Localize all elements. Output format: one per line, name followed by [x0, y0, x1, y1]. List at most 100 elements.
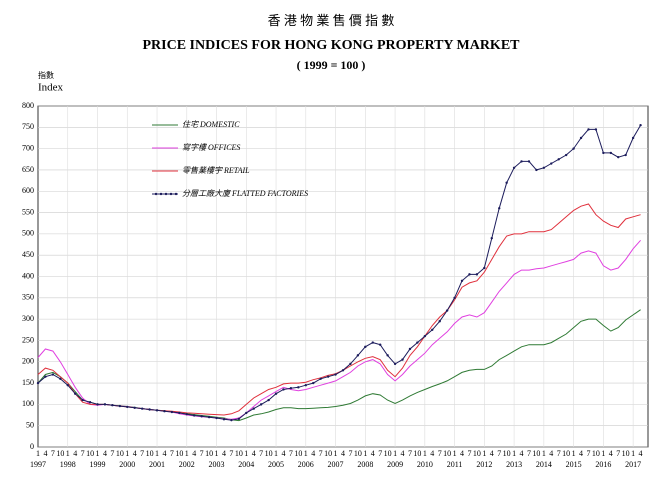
x-tick-label: 7	[467, 449, 471, 458]
legend-label: 住宅 DOMESTIC	[182, 120, 240, 129]
x-tick-label: 4	[73, 449, 77, 458]
x-tick-label: 4	[162, 449, 166, 458]
x-tick-label: 7	[527, 449, 531, 458]
x-year-label: 2005	[268, 460, 284, 469]
x-tick-label: 7	[81, 449, 85, 458]
legend-marker	[169, 192, 173, 196]
x-tick-label: 10	[294, 449, 302, 458]
series-marker	[498, 207, 501, 210]
series-marker	[617, 155, 620, 159]
x-tick-label: 1	[423, 449, 427, 458]
series-marker	[81, 398, 84, 402]
series-marker	[564, 153, 568, 157]
x-year-label: 1999	[90, 460, 106, 469]
y-tick-label: 350	[22, 293, 34, 302]
y-tick-label: 300	[22, 314, 34, 323]
x-tick-label: 10	[503, 449, 511, 458]
x-year-label: 1998	[60, 460, 76, 469]
x-tick-label: 4	[341, 449, 345, 458]
x-tick-label: 10	[175, 449, 183, 458]
series-marker	[550, 162, 553, 165]
series-marker	[111, 404, 114, 407]
x-tick-label: 1	[96, 449, 100, 458]
series-marker	[460, 279, 464, 282]
y-tick-label: 700	[22, 143, 34, 152]
x-year-label: 2001	[149, 460, 165, 469]
y-tick-label: 150	[22, 378, 34, 387]
x-tick-label: 10	[473, 449, 481, 458]
x-tick-label: 7	[110, 449, 114, 458]
series-marker	[378, 343, 382, 346]
x-tick-label: 4	[133, 449, 137, 458]
series-marker	[140, 407, 144, 410]
series-marker	[178, 411, 181, 415]
y-tick-label: 100	[22, 399, 34, 408]
series-marker	[349, 362, 352, 366]
x-tick-label: 1	[453, 449, 457, 458]
x-year-label: 2006	[298, 460, 314, 469]
x-tick-label: 10	[235, 449, 243, 458]
series-marker	[312, 381, 315, 385]
x-tick-label: 1	[512, 449, 516, 458]
series-line	[37, 239, 641, 420]
x-tick-label: 7	[229, 449, 233, 458]
y-tick-label: 50	[26, 421, 34, 430]
legend-marker	[154, 192, 158, 196]
x-year-label: 2013	[506, 460, 522, 469]
series-marker	[609, 151, 613, 155]
series-marker	[602, 151, 605, 155]
x-year-label: 2014	[536, 460, 552, 469]
x-year-label: 2007	[328, 460, 344, 469]
series-marker	[118, 404, 122, 408]
x-tick-label: 10	[384, 449, 392, 458]
y-tick-label: 800	[22, 101, 34, 110]
x-tick-label: 4	[252, 449, 256, 458]
x-year-label: 2017	[625, 460, 641, 469]
x-tick-label: 10	[622, 449, 630, 458]
series-marker	[289, 386, 293, 390]
series-marker	[527, 160, 531, 163]
x-tick-label: 10	[532, 449, 540, 458]
series-marker	[66, 383, 69, 387]
x-year-label: 2002	[179, 460, 195, 469]
x-tick-label: 1	[155, 449, 159, 458]
series-marker	[193, 414, 196, 417]
series-marker	[252, 407, 255, 410]
series-marker	[445, 309, 449, 312]
series-marker	[624, 153, 627, 157]
series-marker	[535, 168, 538, 172]
series-marker	[326, 375, 330, 378]
series-marker	[148, 408, 151, 411]
x-tick-label: 7	[497, 449, 501, 458]
series-marker	[520, 160, 523, 163]
x-tick-label: 10	[592, 449, 600, 458]
x-tick-label: 4	[43, 449, 47, 458]
series-marker	[401, 358, 404, 361]
x-tick-label: 1	[304, 449, 308, 458]
series-marker	[215, 416, 218, 420]
series-marker	[416, 341, 419, 344]
x-year-label: 2009	[387, 460, 403, 469]
x-tick-label: 1	[482, 449, 486, 458]
series-marker	[341, 369, 345, 372]
series-marker	[408, 347, 412, 351]
x-tick-label: 7	[140, 449, 144, 458]
series-marker	[259, 403, 263, 406]
series-marker	[36, 381, 40, 385]
y-tick-label: 650	[22, 165, 34, 174]
x-tick-label: 4	[371, 449, 375, 458]
series-marker	[386, 354, 389, 357]
x-tick-label: 1	[572, 449, 576, 458]
series-marker	[163, 409, 166, 413]
series-marker	[557, 158, 560, 161]
legend-marker	[174, 192, 178, 196]
x-tick-label: 4	[222, 449, 226, 458]
x-tick-label: 1	[334, 449, 338, 458]
series-marker	[245, 411, 248, 415]
series-marker	[594, 128, 598, 131]
series-marker	[475, 273, 479, 276]
series-line	[37, 124, 642, 421]
series-marker	[133, 406, 136, 409]
x-tick-label: 1	[215, 449, 219, 458]
series-marker	[88, 401, 92, 404]
